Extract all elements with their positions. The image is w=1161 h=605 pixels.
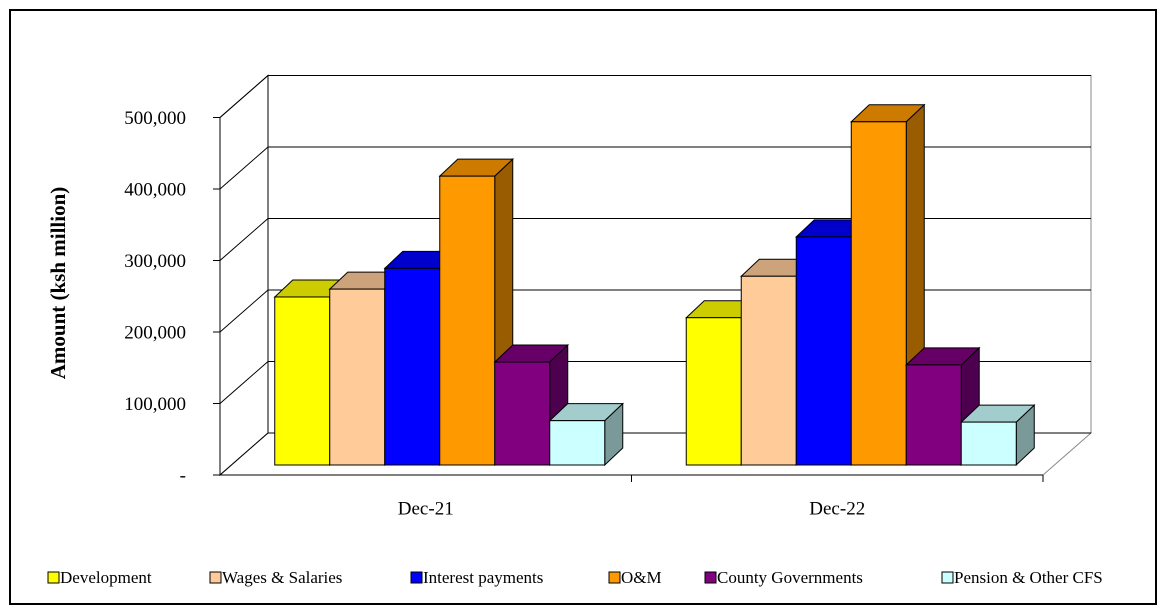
legend-swatch <box>209 571 222 584</box>
y-axis-title: Amount (ksh million) <box>46 187 70 380</box>
x-tick-label: Dec-22 <box>809 498 865 519</box>
legend-label: O&M <box>621 568 662 587</box>
legend-swatch <box>47 571 60 584</box>
y-tick-label: 400,000 <box>124 179 186 200</box>
legend-label: Pension & Other CFS <box>954 568 1103 587</box>
legend-swatch <box>608 571 621 584</box>
y-tick-label: 300,000 <box>124 251 186 272</box>
legend-swatch <box>941 571 954 584</box>
bar-front <box>905 364 962 466</box>
y-tick-label: 100,000 <box>124 394 186 415</box>
bar-front <box>549 420 606 466</box>
y-tick-label: 500,000 <box>124 108 186 129</box>
legend: Development Wages & Salaries Interest paym… <box>47 568 1103 587</box>
bar-front <box>494 361 551 466</box>
bar-front <box>439 175 496 466</box>
grid-line <box>219 218 1091 261</box>
legend-label: Wages & Salaries <box>222 568 342 587</box>
legend-swatch <box>704 571 717 584</box>
side-wall <box>219 74 269 477</box>
bar <box>548 402 625 467</box>
y-tick-label: 200,000 <box>124 322 186 343</box>
grid-line <box>219 75 1091 118</box>
bar-front <box>740 275 797 466</box>
grid-line <box>219 146 1091 190</box>
legend-swatch <box>410 571 423 584</box>
y-tick-label: - <box>180 465 186 486</box>
bar <box>959 403 1036 467</box>
bar-front <box>384 267 441 466</box>
legend-label: Interest payments <box>423 568 543 587</box>
bar-front <box>685 317 742 466</box>
bar-front <box>795 236 852 466</box>
x-tick-label: Dec-21 <box>398 498 454 519</box>
bar-front <box>850 121 907 466</box>
bar-front <box>274 296 331 466</box>
bar-front <box>329 288 386 466</box>
legend-label: County Governments <box>717 568 863 587</box>
bar-front <box>960 421 1017 466</box>
bar <box>438 157 515 467</box>
legend-label: Development <box>60 568 152 587</box>
